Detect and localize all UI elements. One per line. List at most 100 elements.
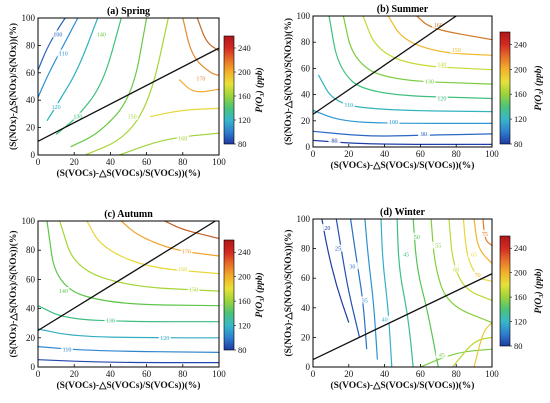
contour-line [38,359,219,364]
contour-label: 25 [335,247,341,253]
y-tick-label: 40 [301,90,311,100]
plot-area [313,219,492,367]
contour-label-bg [423,77,436,85]
contour-label: 45 [403,253,409,259]
ridge-line [313,16,457,115]
contour-label-bg [400,250,413,258]
y-tick-label: 60 [301,63,311,73]
contour-line [430,219,492,324]
y-tick-label: 80 [26,40,36,50]
y-tick-label: 80 [301,37,311,47]
contour-label: 110 [344,103,353,109]
contour-label-bg [432,21,445,29]
x-tick-label: 40 [380,369,390,379]
x-tick-label: 20 [70,369,80,379]
colorbar-tick-label: 120 [238,115,251,125]
contour-line [350,219,368,350]
colorbar-tick-label: 80 [514,139,523,149]
x-tick-label: 20 [344,149,354,159]
contour-label: 110 [59,52,68,58]
plot-frame [37,17,220,156]
plot-area [38,18,219,155]
contour-line [119,132,219,155]
x-axis-label: (S(VOCs)-△S(VOCs)/S(VOCs))(%) [331,160,475,171]
y-tick-label: 20 [301,116,311,126]
contour-label-bg [342,101,355,109]
contour-label-bg [50,103,63,111]
contour-lines: 80 90 100 110 120 130 140 150 160 [313,16,492,145]
y-axis-label: (S(NOx)-△S(NOx)/S(NOx))(%) [8,23,19,150]
contour-label: 35 [362,298,368,304]
contour-label: 140 [437,62,446,68]
y-tick-label: 100 [22,13,36,23]
contour-line [448,219,492,301]
contour-label: 120 [160,336,169,342]
contour-label: 30 [349,264,355,270]
colorbar-tick-label: 120 [238,321,251,331]
x-tick-label: 0 [36,369,41,379]
y-axis-label: (S(NOx)-△S(NOx)/S(NOx))(%) [283,18,294,145]
contour-line [182,18,219,77]
contour-label-bg [104,316,117,324]
contour-label-bg [435,60,448,68]
y-tick-label: 40 [301,303,311,313]
panel-3: (c) Autumn 110 120 130 140 150 160 170 0 20 40 60 80… [8,209,265,391]
y-tick-label: 40 [26,95,36,105]
y-tick-label: 100 [297,11,311,21]
contour-label-bg [180,247,193,255]
colorbar-tick-label: 80 [238,139,247,149]
contour-line [313,139,492,145]
contour-label: 150 [189,288,198,294]
contour-label-bg [51,30,64,38]
y-tick-label: 100 [297,214,311,224]
x-tick-label: 60 [142,369,152,379]
ridge-line [313,273,492,361]
contour-line [70,18,148,148]
contour-label: 45 [439,353,445,359]
contour-line [313,130,492,137]
contour-label: 100 [53,32,62,38]
contour-label: 60 [453,267,459,273]
x-tick-label: 0 [311,369,316,379]
contour-label-bg [387,118,400,126]
contour-label: 130 [425,80,434,86]
x-tick-label: 60 [416,149,426,159]
colorbar [499,235,511,347]
contour-line [452,336,492,367]
ridge-line [38,47,219,142]
x-tick-label: 20 [344,369,354,379]
contour-line [364,219,378,360]
panel-title: (a) Spring [107,6,150,17]
contour-line [335,219,361,338]
contour-label: 130 [73,115,82,121]
panel-title: (b) Summer [377,4,429,15]
contour-label-bg [478,229,491,237]
contour-label: 160 [178,137,187,143]
colorbar [223,239,235,351]
x-tick-label: 100 [485,369,499,379]
x-tick-label: 80 [452,149,462,159]
contour-label-bg [346,262,359,270]
contour-label-bg [176,265,189,273]
x-axis-label: (S(VOCs)-△S(VOCs)/S(VOCs))(%) [57,380,201,391]
contour-label: 150 [128,115,137,121]
contour-label-bg [71,112,84,120]
colorbar-tick-label: 200 [238,272,251,282]
contour-label: 55 [435,244,441,250]
contour-label: 90 [421,132,427,138]
colorbar-tick-label: 120 [514,114,527,124]
panel-2: (b) Summer 80 90 100 110 120 130 140 150 160 0 20 40… [283,4,544,171]
x-tick-label: 80 [178,369,188,379]
contour-line [420,348,492,367]
x-tick-label: 100 [212,157,226,167]
contour-label: 120 [437,97,446,103]
contour-line [473,219,492,264]
contour-label-bg [435,351,448,359]
contour-label: 170 [182,250,191,256]
y-axis-label: (S(NOx)-△S(NOx)/S(NOx))(%) [283,229,294,356]
x-axis-label: (S(VOCs)-△S(VOCs)/S(VOCs))(%) [57,168,201,179]
colorbar-tick-label: 240 [238,247,251,257]
contour-line [38,18,79,98]
x-tick-label: 80 [178,157,188,167]
contour-line [380,219,393,367]
